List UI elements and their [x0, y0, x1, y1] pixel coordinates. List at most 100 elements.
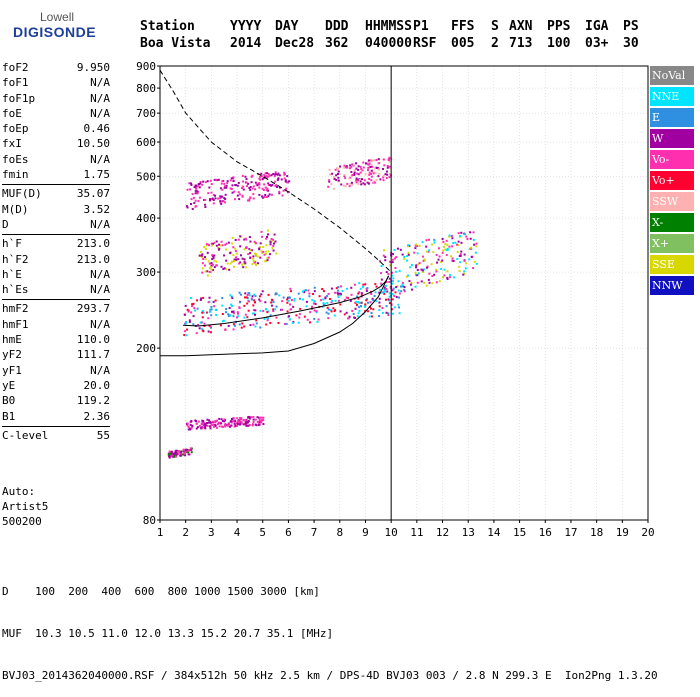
- trace-point: [414, 274, 417, 277]
- trace-point: [231, 296, 234, 299]
- trace-point: [391, 274, 394, 277]
- trace-point: [355, 300, 358, 303]
- trace-point: [192, 315, 195, 318]
- trace-point: [254, 418, 257, 421]
- trace-point: [186, 448, 189, 451]
- trace-point: [196, 190, 199, 193]
- trace-point: [352, 312, 355, 315]
- trace-point: [225, 248, 228, 251]
- trace-point: [459, 235, 462, 238]
- trace-point: [233, 190, 236, 193]
- trace-point: [186, 424, 189, 427]
- trace-point: [204, 424, 207, 427]
- trace-point: [314, 303, 317, 306]
- trace-point: [415, 243, 418, 246]
- trace-point: [378, 301, 381, 304]
- trace-point: [202, 421, 205, 424]
- trace-point: [209, 266, 212, 269]
- trace-point: [366, 181, 369, 184]
- trace-point: [203, 198, 206, 201]
- trace-point: [265, 235, 268, 238]
- trace-point: [418, 262, 421, 265]
- trace-point: [271, 247, 274, 250]
- trace-point: [377, 158, 380, 161]
- trace-point: [391, 298, 394, 301]
- trace-point: [201, 427, 204, 430]
- trace-point: [385, 281, 388, 284]
- trace-point: [282, 189, 285, 192]
- trace-point: [406, 255, 409, 258]
- trace-point: [388, 292, 391, 295]
- trace-point: [250, 249, 253, 252]
- trace-point: [253, 293, 256, 296]
- trace-point: [389, 264, 392, 267]
- trace-point: [423, 258, 426, 261]
- trace-point: [456, 258, 459, 261]
- trace-point: [229, 187, 232, 190]
- trace-point: [210, 262, 213, 265]
- trace-point: [305, 300, 308, 303]
- param-row: yF1 N/A: [2, 363, 110, 378]
- trace-point: [258, 298, 261, 301]
- trace-point: [231, 236, 234, 239]
- footer: D 100 200 400 600 800 1000 1500 3000 [km…: [2, 557, 658, 697]
- param-value: 111.7: [76, 348, 110, 362]
- trace-point: [248, 423, 251, 426]
- param-name: B1: [2, 409, 16, 423]
- trace-point: [244, 237, 247, 240]
- trace-point: [360, 178, 363, 181]
- trace-point: [239, 422, 242, 425]
- trace-point: [217, 197, 220, 200]
- trace-point: [200, 327, 203, 330]
- trace-point: [213, 305, 216, 308]
- trace-point: [337, 289, 340, 292]
- trace-point: [215, 244, 218, 247]
- trace-point: [201, 253, 204, 256]
- trace-point: [261, 187, 264, 190]
- trace-point: [227, 313, 230, 316]
- param-value: N/A: [90, 363, 110, 377]
- trace-point: [251, 263, 254, 266]
- trace-point: [185, 334, 188, 337]
- plot-frame: [159, 65, 649, 521]
- trace-point: [234, 250, 237, 253]
- trace-point: [245, 181, 248, 184]
- trace-point: [335, 178, 338, 181]
- trace-point: [337, 285, 340, 288]
- trace-point: [250, 175, 253, 178]
- trace-point: [385, 311, 388, 314]
- trace-point: [370, 172, 373, 175]
- param-row: h`F 213.0: [2, 236, 110, 251]
- trace-point: [222, 199, 225, 202]
- trace-point: [258, 247, 261, 250]
- trace-point: [362, 182, 365, 185]
- trace-point: [183, 452, 186, 455]
- trace-point: [425, 239, 428, 242]
- trace-point: [388, 260, 391, 263]
- trace-point: [385, 288, 388, 291]
- trace-point: [222, 268, 225, 271]
- trace-point: [359, 287, 362, 290]
- x-tick-label: 10: [385, 526, 398, 539]
- trace-point: [348, 177, 351, 180]
- trace-point: [210, 270, 213, 273]
- trace-point: [200, 422, 203, 425]
- trace-point: [289, 308, 292, 311]
- trace-point: [360, 167, 363, 170]
- trace-point: [458, 269, 461, 272]
- trace-point: [213, 259, 216, 262]
- trace-point: [208, 419, 211, 422]
- trace-point: [211, 242, 214, 245]
- trace-point: [224, 243, 227, 246]
- legend: NoVal NNE E W Vo- Vo+ SSW X- X+ SSE NNW: [650, 66, 694, 297]
- trace-point: [392, 277, 395, 280]
- trace-point: [244, 246, 247, 249]
- param-name: foE: [2, 106, 22, 120]
- param-row: yF2 111.7: [2, 347, 110, 362]
- trace-point: [287, 299, 290, 302]
- trace-point: [367, 163, 370, 166]
- trace-point: [398, 292, 401, 295]
- trace-point: [214, 424, 217, 427]
- trace-point: [370, 292, 373, 295]
- trace-point: [243, 325, 246, 328]
